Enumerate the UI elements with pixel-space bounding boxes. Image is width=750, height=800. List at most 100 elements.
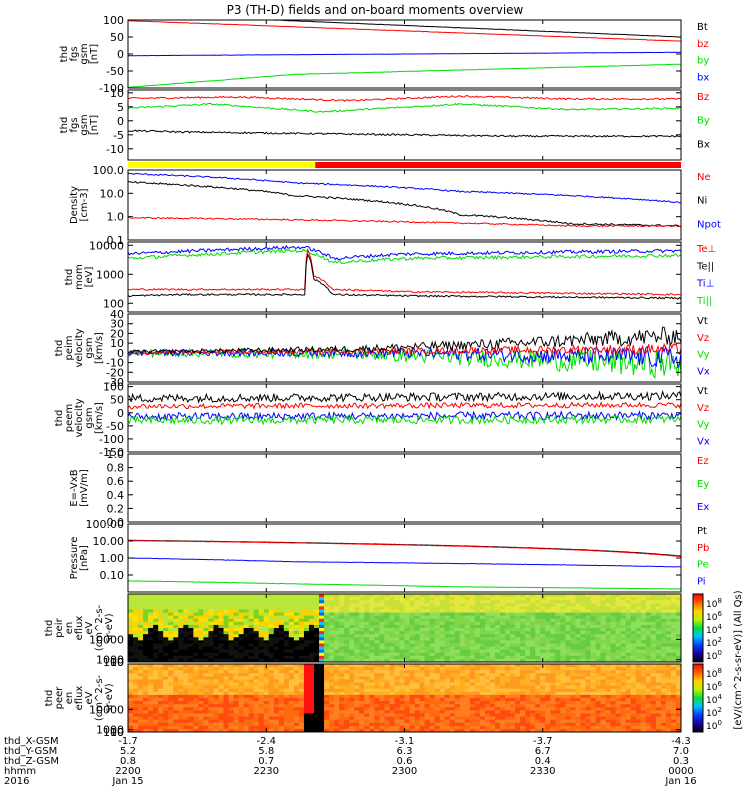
- spectrogram-cell: [148, 676, 154, 681]
- spectrogram-cell: [334, 637, 340, 641]
- spectrogram-cell: [434, 628, 441, 632]
- spectrogram-cell: [228, 682, 235, 687]
- spectrogram-cell: [339, 600, 345, 604]
- spectrogram-cell: [439, 624, 446, 629]
- spectrogram-cell: [188, 713, 194, 718]
- y-axis-label: E=-VxB: [69, 469, 80, 506]
- spectrogram-cell: [600, 640, 607, 645]
- spectrogram-cell: [570, 631, 577, 635]
- spectrogram-cell: [193, 670, 199, 674]
- spectrogram-cell: [319, 673, 325, 677]
- spectrogram-cell: [128, 725, 134, 730]
- spectrogram-cell: [128, 612, 134, 617]
- spectrogram-cell: [308, 603, 315, 607]
- spectrogram-cell: [434, 655, 441, 660]
- spectrogram-cell: [510, 725, 516, 730]
- spectrogram-cell: [384, 631, 391, 635]
- spectrogram-cell: [364, 719, 370, 724]
- spectrogram-cell: [188, 621, 194, 626]
- spectrogram-cell: [128, 658, 134, 662]
- spectrogram-cell: [419, 600, 426, 604]
- spectrogram-cell: [178, 634, 184, 638]
- spectrogram-cell: [449, 634, 456, 638]
- spectrogram-cell: [449, 646, 456, 651]
- spectrogram-cell: [510, 615, 516, 620]
- spectrogram-cell: [429, 679, 436, 684]
- series-Bz: [128, 95, 681, 102]
- spectrogram-cell: [610, 694, 617, 699]
- spectrogram-cell: [268, 694, 275, 699]
- y-axis-label: [km/s]: [94, 332, 105, 364]
- spectrogram-cell: [560, 670, 566, 674]
- spectrogram-cell: [500, 631, 506, 635]
- spectrogram-cell: [329, 643, 335, 648]
- spectrogram-cell: [525, 631, 531, 635]
- spectrogram-cell: [454, 707, 461, 711]
- spectrogram-cell: [168, 612, 174, 617]
- spectrogram-cell: [293, 707, 300, 711]
- spectrogram-cell: [389, 621, 396, 626]
- spectrogram-cell: [308, 597, 315, 601]
- spectrogram-cell: [173, 640, 179, 645]
- spectrogram-cell: [178, 664, 184, 668]
- spectrogram-cell: [148, 682, 154, 687]
- spectrogram-cell: [293, 670, 300, 674]
- spectrogram-cell: [434, 679, 441, 684]
- spectrogram-cell: [334, 719, 340, 724]
- legend-Bz: Bz: [697, 92, 709, 103]
- spectrogram-cell: [148, 710, 154, 715]
- spectrogram-cell: [665, 652, 672, 657]
- spectrogram-cell: [339, 615, 345, 620]
- spectrogram-cell: [218, 688, 225, 693]
- spectrogram-cell: [268, 612, 275, 617]
- spectrogram-cell: [660, 615, 667, 620]
- spectrogram-cell: [469, 719, 476, 724]
- spectrogram-cell: [298, 707, 305, 711]
- spectrogram-cell: [670, 640, 677, 645]
- spectrogram-cell: [630, 658, 637, 662]
- spectrogram-cell: [263, 710, 270, 715]
- spectrogram-cell: [308, 637, 315, 641]
- spectrogram-cell: [349, 628, 355, 632]
- spectrogram-cell: [404, 624, 411, 629]
- spectrogram-cell: [510, 694, 516, 699]
- spectrogram-cell: [630, 603, 637, 607]
- spectrogram-cell: [308, 646, 315, 651]
- spectrogram-cell: [635, 634, 642, 638]
- spectrogram-cell: [590, 682, 597, 687]
- spectrogram-cell: [429, 637, 436, 641]
- spectrogram-cell: [208, 673, 215, 677]
- spectrogram-cell: [163, 618, 169, 623]
- spectrogram-cell: [510, 670, 516, 674]
- spectrogram-cell: [530, 631, 536, 635]
- spectrogram-cell: [469, 707, 476, 711]
- spectrogram-cell: [610, 710, 617, 715]
- spectrogram-cell: [419, 612, 426, 617]
- spectrogram-cell: [560, 640, 566, 645]
- spectrogram-cell: [374, 612, 380, 617]
- spectrogram-cell: [303, 612, 310, 617]
- spectrogram-cell: [314, 719, 320, 724]
- spectrogram-cell: [319, 698, 325, 702]
- spectrogram-cell: [605, 664, 612, 668]
- spectrogram-cell: [610, 658, 617, 662]
- spectrogram-cell: [479, 634, 486, 638]
- legend-Te||: Te||: [696, 261, 714, 272]
- spectrogram-cell: [238, 719, 245, 724]
- spectrogram-cell: [198, 707, 205, 711]
- spectrogram-cell: [585, 673, 592, 677]
- spectrogram-cell: [434, 694, 441, 699]
- spectrogram-cell: [334, 676, 340, 681]
- spectrogram-cell: [464, 670, 471, 674]
- spectrogram-cell: [474, 704, 481, 708]
- spectrogram-cell: [439, 679, 446, 684]
- spectrogram-cell: [464, 682, 471, 687]
- spectrogram-cell: [128, 597, 134, 601]
- spectrogram-cell: [253, 652, 260, 657]
- spectrogram-cell: [540, 637, 546, 641]
- spectrogram-cell: [650, 615, 657, 620]
- spectrogram-cell: [610, 664, 617, 668]
- spectrogram-cell: [293, 594, 300, 598]
- y-axis-label: thd: [44, 620, 55, 637]
- spectrogram-cell: [283, 707, 290, 711]
